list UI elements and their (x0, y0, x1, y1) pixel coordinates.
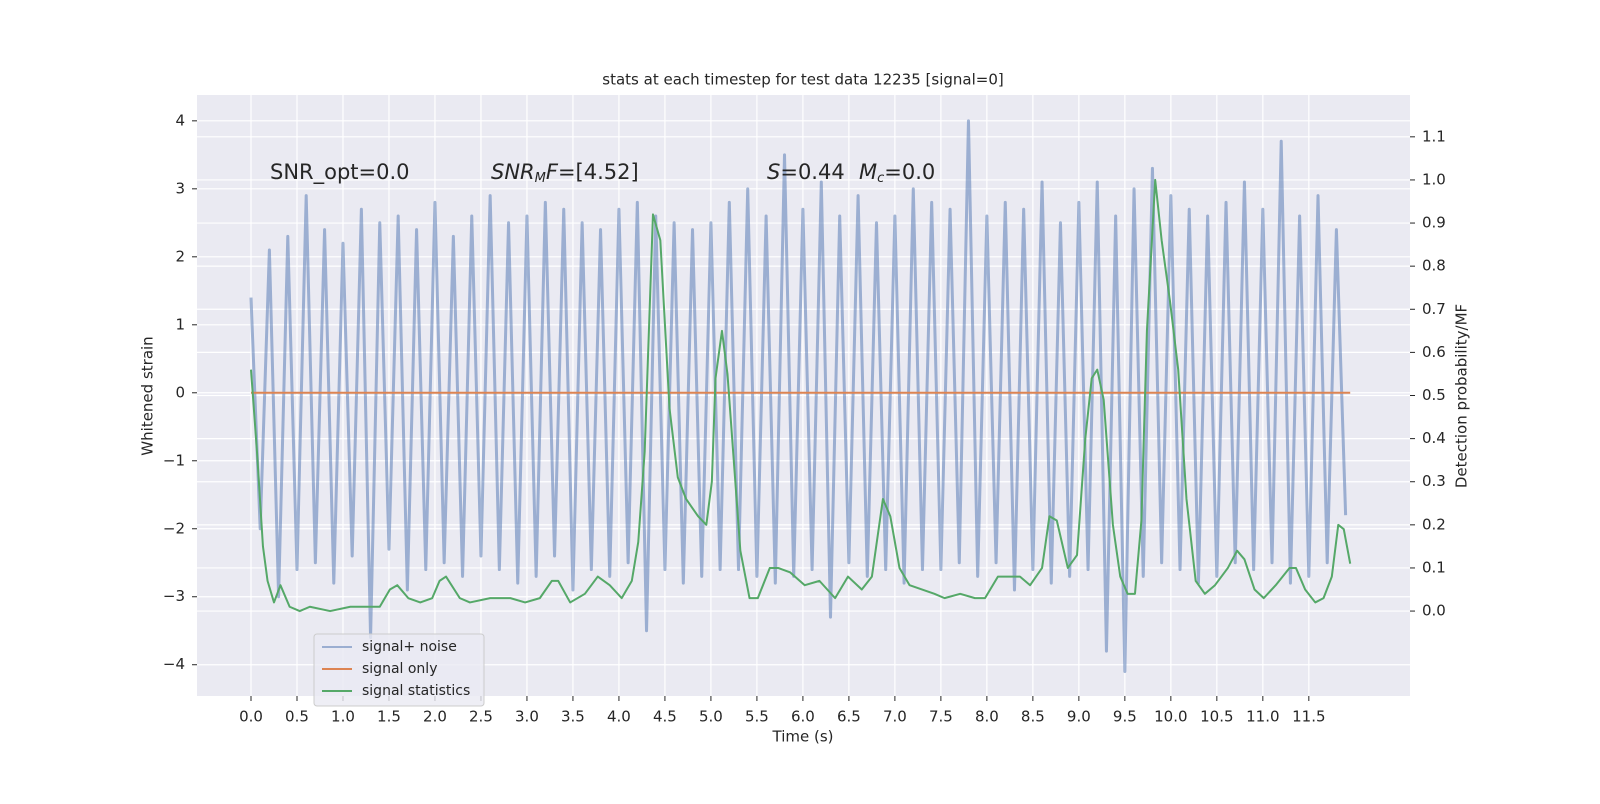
x-tick-label: 3.0 (515, 708, 539, 726)
y2-tick-label: 0.4 (1422, 429, 1446, 447)
x-tick-label: 9.0 (1067, 708, 1091, 726)
annotation-part: =[4.52] (558, 160, 639, 184)
x-tick-label: 8.5 (1021, 708, 1045, 726)
y2-tick-label: 0.8 (1422, 257, 1446, 275)
x-tick-label: 11.0 (1246, 708, 1279, 726)
y-tick-label: 2 (175, 247, 185, 265)
y2-axis-label: Detection probability/MF (1453, 304, 1471, 488)
y-tick-label: 4 (175, 111, 185, 129)
y2-tick-label: 1.1 (1422, 127, 1446, 145)
x-tick-label: 0.5 (285, 708, 309, 726)
annotation-part: M (859, 160, 877, 184)
y-tick-label: 0 (175, 383, 185, 401)
y-axis-label: Whitened strain (139, 336, 157, 455)
annotation-part: F (546, 160, 559, 184)
y-tick-label: −2 (163, 519, 185, 537)
x-tick-label: 4.5 (653, 708, 677, 726)
x-tick-label: 11.5 (1292, 708, 1325, 726)
annotation-part: M (535, 171, 546, 186)
series-line (249, 178, 1352, 613)
annotation-part: =0.44 (780, 160, 844, 184)
y2-tick-label: 0.6 (1422, 343, 1446, 361)
chart-title: stats at each timestep for test data 122… (602, 71, 1003, 89)
y2-tick-label: 0.7 (1422, 300, 1446, 318)
annotation-part: SNR (491, 160, 535, 184)
y2-tick-label: 0.0 (1422, 602, 1446, 620)
annotation-part: c (877, 171, 884, 186)
x-tick-label: 10.5 (1200, 708, 1233, 726)
annotation-part: SNR_opt=0.0 (270, 160, 410, 185)
y2-tick-label: 1.0 (1422, 170, 1446, 188)
x-axis-label: Time (s) (772, 728, 834, 746)
annotation: S=0.44 (767, 160, 845, 184)
x-tick-label: 9.5 (1113, 708, 1137, 726)
y2-tick-label: 0.2 (1422, 515, 1446, 533)
x-tick-label: 5.0 (699, 708, 723, 726)
x-tick-label: 4.0 (607, 708, 631, 726)
x-tick-label: 2.5 (469, 708, 493, 726)
y-tick-label: −3 (163, 587, 185, 605)
annotation: Mc=0.0 (859, 160, 935, 186)
annotation: SNRMF=[4.52] (491, 160, 639, 186)
x-tick-label: 5.5 (745, 708, 769, 726)
y-tick-label: 1 (175, 315, 185, 333)
y-tick-label: −1 (163, 451, 185, 469)
x-tick-label: 6.5 (837, 708, 861, 726)
y2-tick-label: 0.1 (1422, 558, 1446, 576)
x-tick-label: 8.0 (975, 708, 999, 726)
y-tick-label: 3 (175, 179, 185, 197)
x-tick-label: 7.5 (929, 708, 953, 726)
x-tick-label: 2.0 (423, 708, 447, 726)
y2-tick-label: 0.3 (1422, 472, 1446, 490)
x-tick-label: 6.0 (791, 708, 815, 726)
annotation-part: S (767, 160, 780, 184)
x-tick-label: 0.0 (239, 708, 263, 726)
annotation: SNR_opt=0.0 (270, 160, 410, 185)
x-tick-label: 1.0 (331, 708, 355, 726)
x-tick-label: 1.5 (377, 708, 401, 726)
legend-label: signal+ noise (362, 639, 457, 655)
y2-tick-label: 0.5 (1422, 386, 1446, 404)
legend-label: signal statistics (362, 683, 470, 699)
legend-box (313, 633, 485, 707)
annotation-part: =0.0 (884, 160, 935, 184)
y-tick-label: −4 (163, 655, 185, 673)
x-tick-label: 3.5 (561, 708, 585, 726)
y2-tick-label: 0.9 (1422, 214, 1446, 232)
legend-label: signal only (362, 661, 437, 677)
x-tick-label: 7.0 (883, 708, 907, 726)
x-tick-label: 10.0 (1154, 708, 1187, 726)
